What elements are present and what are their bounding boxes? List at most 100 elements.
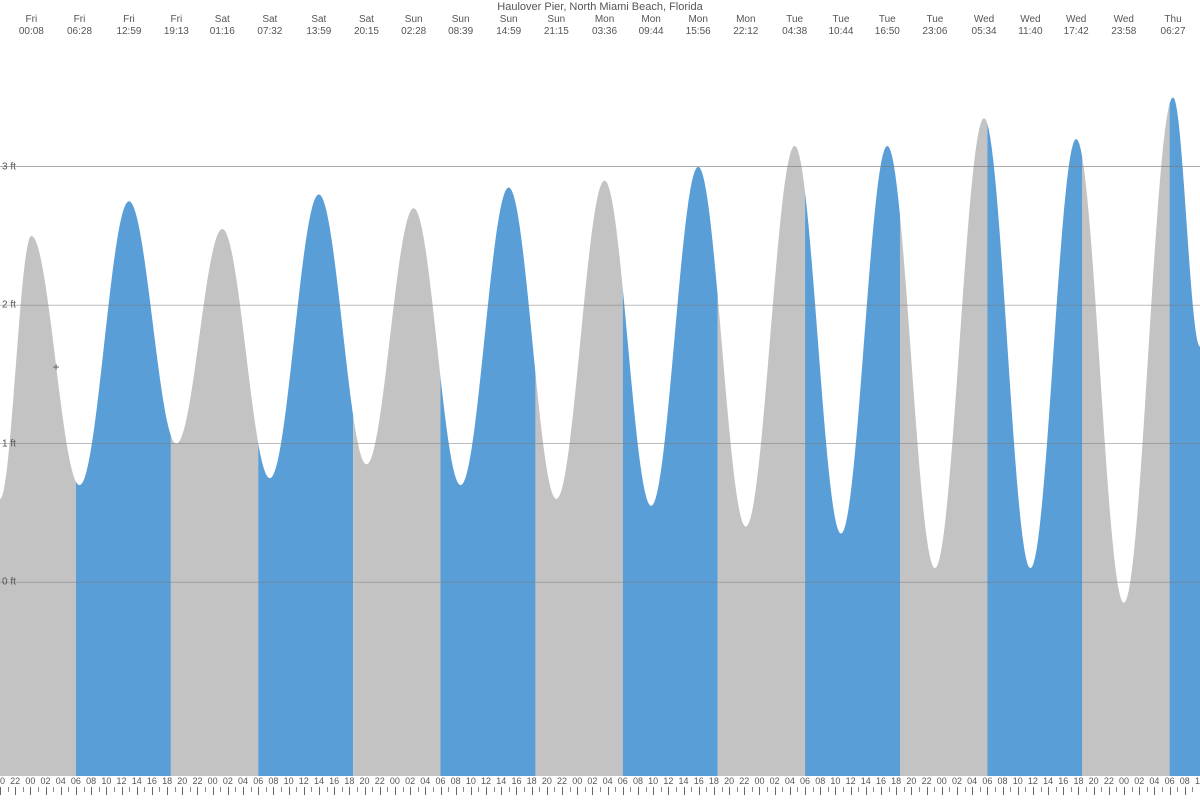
major-tick <box>835 787 836 795</box>
major-tick <box>122 787 123 795</box>
major-tick <box>668 787 669 795</box>
minor-tick <box>782 787 783 792</box>
minor-tick <box>737 787 738 792</box>
minor-tick <box>357 787 358 792</box>
minor-tick <box>418 787 419 792</box>
major-tick <box>197 787 198 795</box>
minor-tick <box>1192 787 1193 792</box>
minor-tick <box>524 787 525 792</box>
minor-tick <box>585 787 586 792</box>
major-tick <box>243 787 244 795</box>
major-tick <box>30 787 31 795</box>
minor-tick <box>327 787 328 792</box>
major-tick <box>729 787 730 795</box>
major-tick <box>289 787 290 795</box>
major-tick <box>1063 787 1064 795</box>
major-tick <box>1109 787 1110 795</box>
major-tick <box>0 787 1 795</box>
major-tick <box>516 787 517 795</box>
major-tick <box>380 787 381 795</box>
minor-tick <box>220 787 221 792</box>
major-tick <box>532 787 533 795</box>
minor-tick <box>387 787 388 792</box>
minor-tick <box>68 787 69 792</box>
major-tick <box>1033 787 1034 795</box>
top-axis-time: 06:27 <box>1143 26 1200 38</box>
minor-tick <box>1116 787 1117 792</box>
major-tick <box>334 787 335 795</box>
minor-tick <box>1101 787 1102 792</box>
minor-tick <box>706 787 707 792</box>
major-tick <box>76 787 77 795</box>
major-tick <box>1018 787 1019 795</box>
minor-tick <box>1071 787 1072 792</box>
major-tick <box>258 787 259 795</box>
minor-tick <box>84 787 85 792</box>
major-tick <box>987 787 988 795</box>
chart-svg <box>0 0 1200 800</box>
major-tick <box>410 787 411 795</box>
major-tick <box>744 787 745 795</box>
minor-tick <box>752 787 753 792</box>
minor-tick <box>919 787 920 792</box>
major-tick <box>562 787 563 795</box>
minor-tick <box>448 787 449 792</box>
minor-tick <box>1147 787 1148 792</box>
major-tick <box>638 787 639 795</box>
major-tick <box>106 787 107 795</box>
minor-tick <box>129 787 130 792</box>
tide-chart: Haulover Pier, North Miami Beach, Florid… <box>0 0 1200 800</box>
major-tick <box>851 787 852 795</box>
tide-area-segment <box>258 194 353 776</box>
minor-tick <box>1177 787 1178 792</box>
minor-tick <box>934 787 935 792</box>
major-tick <box>425 787 426 795</box>
minor-tick <box>235 787 236 792</box>
minor-tick <box>372 787 373 792</box>
minor-tick <box>554 787 555 792</box>
major-tick <box>684 787 685 795</box>
minor-tick <box>296 787 297 792</box>
tide-area-segment <box>900 118 987 776</box>
major-tick <box>1094 787 1095 795</box>
tide-area-segment <box>987 124 1082 776</box>
tide-area-segment <box>623 167 718 776</box>
minor-tick <box>433 787 434 792</box>
major-tick <box>167 787 168 795</box>
minor-tick <box>251 787 252 792</box>
tide-area-segment <box>805 146 900 776</box>
major-tick <box>805 787 806 795</box>
minor-tick <box>509 787 510 792</box>
minor-tick <box>38 787 39 792</box>
tide-area-segment <box>76 201 171 776</box>
major-tick <box>623 787 624 795</box>
minor-tick <box>646 787 647 792</box>
minor-tick <box>205 787 206 792</box>
minor-tick <box>965 787 966 792</box>
major-tick <box>486 787 487 795</box>
minor-tick <box>144 787 145 792</box>
cross-marker: + <box>53 360 60 374</box>
minor-tick <box>1086 787 1087 792</box>
minor-tick <box>600 787 601 792</box>
chart-title: Haulover Pier, North Miami Beach, Florid… <box>0 0 1200 14</box>
major-tick <box>896 787 897 795</box>
major-tick <box>942 787 943 795</box>
minor-tick <box>23 787 24 792</box>
minor-tick <box>843 787 844 792</box>
y-axis-label: 1 ft <box>2 438 16 449</box>
minor-tick <box>478 787 479 792</box>
top-axis-labels: Fri00:08Fri06:28Fri12:59Fri19:13Sat01:16… <box>0 14 1200 42</box>
minor-tick <box>1041 787 1042 792</box>
major-tick <box>349 787 350 795</box>
minor-tick <box>995 787 996 792</box>
minor-tick <box>539 787 540 792</box>
major-tick <box>759 787 760 795</box>
y-axis-label: 0 ft <box>2 577 16 588</box>
minor-tick <box>722 787 723 792</box>
minor-tick <box>570 787 571 792</box>
major-tick <box>1124 787 1125 795</box>
tide-area-segment <box>171 229 258 776</box>
minor-tick <box>873 787 874 792</box>
major-tick <box>1003 787 1004 795</box>
